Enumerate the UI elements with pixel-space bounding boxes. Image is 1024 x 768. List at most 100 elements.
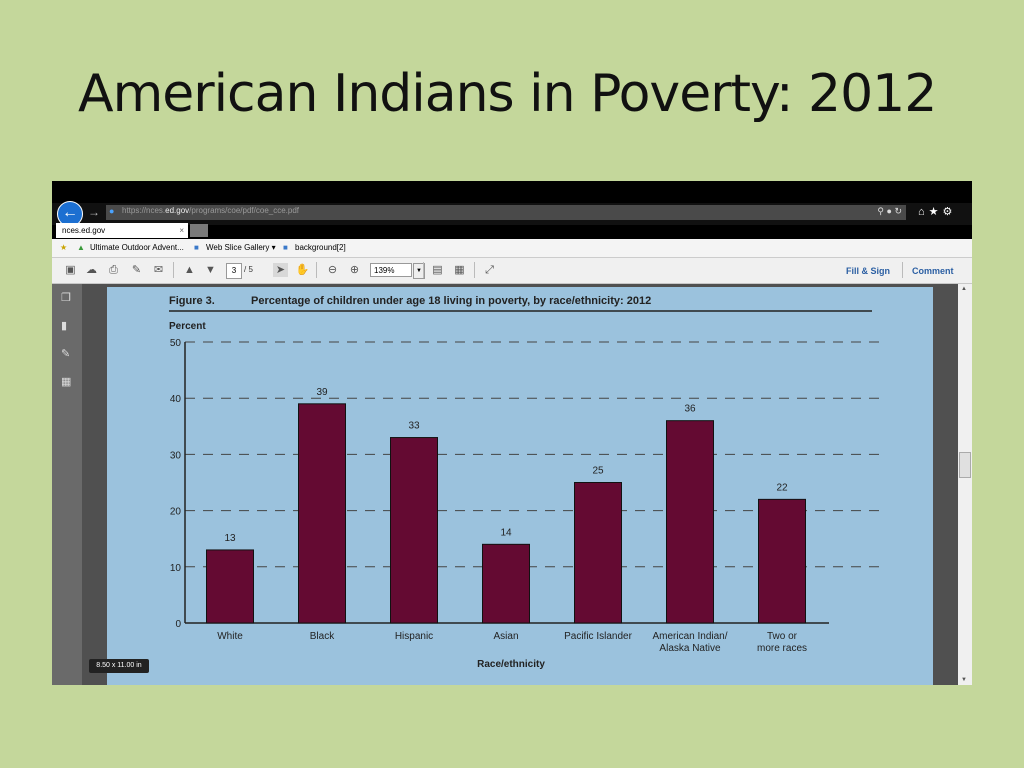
refresh-icon[interactable]: ↻ (894, 206, 902, 216)
data-label: 25 (592, 466, 604, 477)
y-tick-label: 10 (170, 563, 182, 574)
data-label: 36 (684, 404, 696, 415)
site-icon: ● (109, 206, 115, 216)
toolbar-separator (173, 262, 174, 278)
y-tick-label: 20 (170, 507, 182, 518)
bar (574, 482, 622, 624)
navigation-pane: ❐ ▮ ✎ ▦ (52, 284, 82, 685)
toolbar-separator (474, 262, 475, 278)
toolbar-separator (316, 262, 317, 278)
slide-title: American Indians in Poverty: 2012 (78, 64, 937, 124)
favorites-star-icon[interactable]: ★ (60, 243, 68, 252)
x-tick-label: Black (310, 631, 335, 642)
select-cursor-icon[interactable]: ➤ (273, 263, 288, 277)
zoom-in-icon[interactable]: ⊕ (349, 264, 360, 276)
data-label: 39 (316, 387, 328, 398)
comment-button[interactable]: Comment (912, 266, 954, 276)
x-tick-label: Pacific Islander (564, 631, 632, 642)
browser-titlebar (52, 181, 972, 203)
email-icon[interactable]: ✉ (153, 264, 164, 276)
chart-title: Percentage of children under age 18 livi… (251, 295, 651, 307)
save-icon[interactable]: ▣ (65, 264, 76, 276)
edit-icon[interactable]: ✎ (131, 264, 142, 276)
print-icon[interactable]: ⎙ (109, 264, 118, 276)
next-page-icon[interactable]: ▼ (205, 264, 216, 276)
hand-tool-icon[interactable]: ✋ (295, 264, 310, 276)
x-tick-label: Hispanic (395, 631, 433, 642)
bar (298, 403, 346, 624)
previous-page-icon[interactable]: ▲ (184, 264, 195, 276)
favorite-item[interactable]: Web Slice Gallery ▾ (206, 243, 276, 252)
url-field[interactable]: ● https://nces.ed.gov/programs/coe/pdf/c… (106, 205, 906, 220)
signature-icon[interactable]: ✎ (61, 348, 71, 360)
favorites-bar: ★ ▲ Ultimate Outdoor Advent... ■ Web Sli… (52, 239, 972, 258)
home-icon[interactable]: ⌂ (918, 206, 929, 218)
chevron-down-icon[interactable]: ▼ (413, 263, 425, 279)
pages-icon[interactable]: ❐ (61, 292, 71, 304)
fit-width-icon[interactable]: ▦ (454, 264, 465, 276)
pdf-toolbar: ▣ ☁ ⎙ ✎ ✉ ▲ ▼ 3 / 5 ➤ ✋ ⊖ ⊕ 139% ▼ ▤ ▦ ⤢… (52, 258, 972, 284)
toolbar-separator (423, 262, 424, 278)
bar-chart: Figure 3. Percentage of children under ag… (169, 295, 882, 670)
pdf-page: Figure 3. Percentage of children under ag… (107, 287, 933, 685)
bar (390, 437, 438, 624)
bar (666, 420, 714, 624)
forward-button[interactable]: → (88, 205, 100, 219)
star-icon[interactable]: ★ (928, 206, 943, 218)
url-text: https://nces.ed.gov/programs/coe/pdf/coe… (122, 206, 299, 215)
favorite-item[interactable]: Ultimate Outdoor Advent... (90, 243, 184, 252)
scroll-down-icon[interactable]: ▼ (961, 677, 967, 683)
data-label: 22 (776, 482, 788, 493)
zoom-out-icon[interactable]: ⊖ (327, 264, 338, 276)
url-domain: ed.gov (165, 206, 190, 215)
search-icon[interactable]: ⚲ (877, 206, 884, 216)
data-label: 14 (500, 527, 512, 538)
x-tick-label: Two or (767, 631, 798, 642)
fullscreen-icon[interactable]: ⤢ (485, 264, 494, 276)
bookmark-icon[interactable]: ▮ (61, 320, 68, 332)
page-size-badge: 8.50 x 11.00 in (89, 659, 149, 673)
scrollbar-thumb[interactable] (959, 452, 971, 478)
lock-icon: ● (886, 206, 892, 216)
browser-nav-icons: ⌂★⚙ (918, 205, 956, 218)
new-tab-button[interactable] (190, 224, 208, 237)
x-tick-label: Alaska Native (659, 643, 721, 654)
y-tick-label: 50 (170, 338, 182, 349)
gear-icon[interactable]: ⚙ (942, 206, 957, 218)
y-axis-label: Percent (169, 321, 206, 332)
fill-sign-button[interactable]: Fill & Sign (846, 266, 890, 276)
x-tick-label: American Indian/ (652, 631, 727, 642)
scroll-up-icon[interactable]: ▲ (961, 286, 967, 292)
browser-tab[interactable]: nces.ed.gov × (56, 223, 188, 238)
bar (482, 543, 530, 624)
fit-page-icon[interactable]: ▤ (432, 264, 443, 276)
data-label: 33 (408, 421, 420, 432)
url-path: /programs/coe/pdf/coe_cce.pdf (189, 206, 300, 215)
attachments-icon[interactable]: ▦ (61, 376, 72, 388)
figure-label: Figure 3. (169, 295, 215, 307)
webslice-icon: ■ (194, 243, 199, 252)
y-tick-label: 0 (175, 619, 181, 630)
bar (206, 549, 254, 624)
page-number-input[interactable]: 3 (226, 263, 242, 279)
add-favorite-icon[interactable]: ▲ (77, 243, 85, 252)
favorite-item[interactable]: background[2] (295, 243, 346, 252)
x-tick-label: more races (757, 643, 807, 654)
close-icon[interactable]: × (179, 226, 184, 235)
tab-label: nces.ed.gov (62, 226, 106, 235)
y-tick-label: 30 (170, 450, 182, 461)
zoom-level-select[interactable]: 139% (370, 263, 412, 277)
page-total: / 5 (244, 265, 253, 274)
url-prefix: https://nces. (122, 206, 166, 215)
x-tick-label: White (217, 631, 243, 642)
x-tick-label: Asian (493, 631, 518, 642)
browser-screenshot: ← → ● https://nces.ed.gov/programs/coe/p… (52, 181, 972, 685)
y-tick-label: 40 (170, 394, 182, 405)
cloud-upload-icon[interactable]: ☁ (86, 264, 97, 276)
data-label: 13 (224, 533, 236, 544)
url-actions: ⚲ ● ↻ (877, 206, 902, 217)
vertical-scrollbar[interactable]: ▲ ▼ (958, 284, 972, 685)
bar (758, 498, 806, 624)
tab-bar (52, 225, 972, 239)
toolbar-separator (902, 262, 903, 278)
